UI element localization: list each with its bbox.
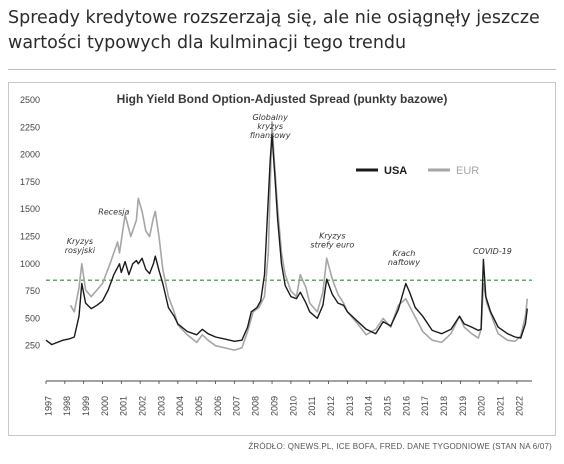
x-tick-label: 2004	[175, 396, 185, 416]
y-tick-label: 500	[25, 313, 40, 323]
annotations: KryzysrosyjskiRecesjaGlobalnykryzysfinan…	[65, 113, 512, 267]
x-tick-label: 2010	[288, 396, 298, 416]
x-tick-label: 2009	[269, 396, 279, 416]
y-tick-label: 1000	[20, 259, 40, 269]
chart-title: High Yield Bond Option-Adjusted Spread (…	[116, 92, 448, 106]
divider	[8, 69, 556, 70]
annotation-label: Kryzys	[319, 231, 345, 240]
annotation-label: Globalny	[252, 113, 288, 122]
x-tick-label: 2021	[495, 396, 505, 416]
x-tick-label: 2014	[364, 396, 374, 416]
annotation-label: Recesja	[98, 208, 129, 217]
x-tick-label: 2005	[194, 396, 204, 416]
x-tick-label: 2003	[156, 396, 166, 416]
annotation-label: Kryzys	[67, 237, 93, 246]
x-tick-label: 2015	[382, 396, 392, 416]
y-tick-label: 2500	[20, 95, 40, 105]
legend-label-eur: EUR	[456, 165, 479, 177]
x-tick-label: 2018	[439, 396, 449, 416]
y-tick-label: 250	[25, 341, 40, 351]
y-tick-label: 2250	[20, 122, 40, 132]
x-tick-label: 2011	[307, 396, 317, 415]
y-tick-label: 750	[25, 286, 40, 296]
annotation-label: kryzys	[257, 122, 283, 131]
legend-label-usa: USA	[384, 165, 407, 177]
annotation-label: COVID-19	[473, 247, 512, 256]
source-note: ŹRÓDŁO: QNEWS.PL, ICE BOFA, FRED. DANE T…	[248, 442, 552, 451]
x-tick-label: 2001	[119, 396, 129, 416]
y-axis: 250 500 750 1000 1250 1500 1750 2000 2250 2500	[20, 95, 40, 351]
x-tick-label: 2006	[213, 396, 223, 416]
series-line-eur	[69, 121, 529, 351]
x-tick-label: 2017	[420, 396, 430, 416]
series-line-usa	[45, 134, 528, 346]
x-axis: 1997 1998 1999 2000 2001 2002 2003 2004 2005 2006…	[43, 381, 524, 416]
x-tick-label: 2007	[232, 396, 242, 416]
annotation-label: strefy euro	[310, 240, 354, 249]
x-tick-label: 2002	[138, 396, 148, 416]
annotation-label: finansowy	[250, 131, 291, 140]
x-tick-label: 2013	[345, 396, 355, 416]
x-tick-label: 2022	[514, 396, 524, 416]
x-tick-label: 1999	[81, 396, 91, 416]
x-tick-label: 1998	[62, 396, 72, 416]
x-tick-label: 2019	[458, 396, 468, 416]
x-tick-label: 2000	[100, 396, 110, 416]
y-tick-label: 1250	[20, 232, 40, 242]
y-tick-label: 1750	[20, 177, 40, 187]
annotation-label: Krach	[392, 249, 415, 258]
x-tick-label: 2008	[251, 396, 261, 416]
y-tick-label: 2000	[20, 150, 40, 160]
annotation-label: naftowy	[388, 258, 420, 267]
x-tick-label: 2016	[401, 396, 411, 416]
legend: USA EUR	[356, 165, 479, 177]
y-tick-label: 1500	[20, 204, 40, 214]
x-tick-label: 2012	[326, 396, 336, 416]
series-layer	[45, 121, 529, 351]
x-tick-label: 1997	[43, 396, 53, 416]
annotation-label: rosyjski	[65, 246, 96, 255]
x-tick-label: 2020	[477, 396, 487, 416]
headline: Spready kredytowe rozszerzają się, ale n…	[8, 8, 540, 53]
